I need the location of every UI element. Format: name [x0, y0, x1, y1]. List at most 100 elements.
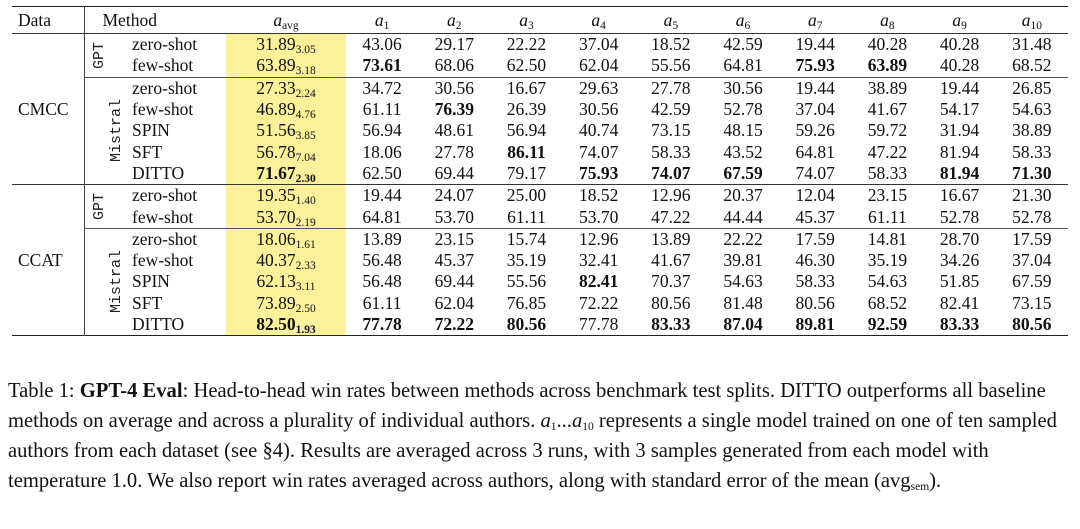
value-cell: 81.94 — [939, 141, 980, 162]
table-row: few-shot 46.894.76 61.11 76.39 26.39 30.56 42.… — [12, 98, 1068, 121]
value-cell: 61.11 — [868, 206, 907, 227]
method-name: few-shot — [132, 206, 194, 227]
avg-cell: 71.672.30 — [226, 162, 347, 185]
table-row: few-shot 53.702.19 64.81 53.70 61.11 53.70 47.… — [12, 206, 1068, 228]
header-a8: a8 — [851, 6, 924, 34]
table-row: CMCC GPT zero-shot 31.893.05 43.06 29.17 22.22… — [12, 33, 1068, 185]
value-cell: 28.70 — [939, 228, 980, 249]
value-cell: 27.78 — [434, 141, 474, 162]
value-cell: 30.56 — [578, 99, 619, 120]
table-row: few-shot 40.372.33 56.48 45.37 35.19 32.41 41.… — [12, 249, 1068, 272]
value-cell: 37.04 — [578, 34, 619, 55]
value-cell: 73.15 — [1012, 292, 1052, 313]
value-cell: 31.94 — [939, 120, 980, 141]
value-cell: 23.15 — [434, 228, 474, 249]
value-cell: 18.52 — [578, 185, 619, 206]
caption-text-3: ). — [929, 470, 942, 492]
value-cell: 41.67 — [867, 99, 908, 120]
value-cell: 40.28 — [939, 34, 980, 55]
value-cell: 53.70 — [434, 206, 474, 227]
model-group-label: GPT — [90, 41, 108, 69]
value-cell: 37.04 — [795, 99, 835, 120]
value-cell: 24.07 — [434, 185, 474, 206]
value-cell: 82.41 — [939, 292, 980, 313]
value-cell: 62.04 — [578, 55, 619, 76]
value-cell: 74.07 — [578, 141, 619, 162]
value-cell: 58.33 — [1012, 141, 1052, 162]
table-row: Mistral zero-shot 18.061.61 13.89 23.15 15.74… — [12, 228, 1068, 313]
value-cell: 22.22 — [723, 228, 763, 249]
value-cell: 80.56 — [651, 292, 691, 313]
value-cell: 64.81 — [723, 55, 763, 76]
value-cell: 47.22 — [867, 141, 908, 162]
value-cell: 68.52 — [1012, 55, 1052, 76]
value-cell: 81.94 — [939, 162, 980, 183]
table-row: SPIN 51.563.85 56.94 48.61 56.94 40.74 73.15 48… — [12, 120, 1068, 142]
value-cell: 29.63 — [578, 77, 619, 98]
value-cell: 73.15 — [651, 120, 691, 141]
method-name: SFT — [132, 141, 163, 162]
value-cell: 45.37 — [434, 250, 474, 271]
header-a10: a10 — [995, 6, 1068, 34]
table-row: CCAT GPT zero-shot 19.351.40 19.44 24.07 25.00… — [12, 184, 1068, 336]
value-cell: 83.33 — [939, 314, 980, 334]
avg-cell: 56.787.04 — [226, 141, 347, 163]
value-cell: 13.89 — [362, 228, 402, 249]
value-cell: 81.48 — [723, 292, 763, 313]
avg-cell: 62.133.11 — [226, 271, 347, 293]
table-row: DITTO 82.501.93 77.78 72.22 80.56 77.78 83.33 8… — [12, 313, 1068, 336]
table-row: Mistral zero-shot 27.332.24 34.72 30.56 16.67… — [12, 77, 1068, 162]
model-group-label: Mistral — [107, 250, 125, 314]
value-cell: 25.00 — [506, 185, 547, 206]
caption-label: Table 1: — [8, 380, 80, 402]
value-cell: 62.04 — [434, 292, 474, 313]
method-name: zero-shot — [132, 185, 198, 206]
avg-cell: 27.332.24 — [226, 77, 347, 99]
value-cell: 83.33 — [651, 314, 691, 334]
results-table: Data Method aavg a1 a2 a3 a4 a5 a6 a7 a8… — [12, 6, 1068, 336]
header-a9: a9 — [923, 6, 996, 34]
value-cell: 16.67 — [506, 77, 547, 98]
value-cell: 15.74 — [506, 228, 547, 249]
value-cell: 52.78 — [723, 99, 763, 120]
value-cell: 47.22 — [651, 206, 691, 227]
value-cell: 52.78 — [939, 206, 980, 227]
value-cell: 61.11 — [362, 99, 402, 120]
value-cell: 71.30 — [1012, 162, 1052, 183]
value-cell: 31.48 — [1012, 34, 1052, 55]
table-row: SFT 73.892.50 61.11 62.04 76.85 72.22 80.56 81.… — [12, 292, 1068, 314]
value-cell: 19.44 — [795, 77, 835, 98]
caption-ellipsis: ... — [556, 410, 572, 432]
value-cell: 12.96 — [578, 228, 619, 249]
value-cell: 74.07 — [651, 162, 691, 183]
method-name: few-shot — [132, 99, 194, 120]
value-cell: 43.06 — [362, 34, 402, 55]
header-a3: a3 — [490, 6, 563, 34]
value-cell: 68.06 — [434, 55, 474, 76]
value-cell: 12.04 — [795, 185, 835, 206]
value-cell: 26.39 — [506, 99, 547, 120]
avg-cell: 46.894.76 — [226, 98, 347, 121]
value-cell: 89.81 — [795, 314, 835, 334]
caption-a10-sub: 10 — [582, 421, 594, 433]
value-cell: 51.85 — [939, 271, 980, 292]
value-cell: 43.52 — [723, 141, 763, 162]
header-a4: a4 — [562, 6, 635, 34]
value-cell: 62.50 — [506, 55, 547, 76]
value-cell: 19.44 — [795, 34, 835, 55]
header-a6: a6 — [706, 6, 780, 34]
header-row: Data Method aavg a1 a2 a3 a4 a5 a6 a7 a8… — [12, 6, 1068, 34]
method-name: zero-shot — [132, 34, 198, 55]
method-name: DITTO — [132, 162, 185, 183]
value-cell: 35.19 — [867, 250, 908, 271]
value-cell: 72.22 — [578, 292, 619, 313]
value-cell: 34.72 — [362, 77, 402, 98]
value-cell: 29.17 — [434, 34, 474, 55]
method-name: DITTO — [132, 314, 185, 334]
value-cell: 34.26 — [939, 250, 980, 271]
value-cell: 21.30 — [1012, 185, 1052, 206]
value-cell: 74.07 — [795, 162, 835, 183]
table-caption: Table 1: GPT-4 Eval: Head-to-head win ra… — [8, 376, 1076, 496]
table-row: DITTO 71.672.30 62.50 69.44 79.17 75.93 74.07 6… — [12, 162, 1068, 185]
